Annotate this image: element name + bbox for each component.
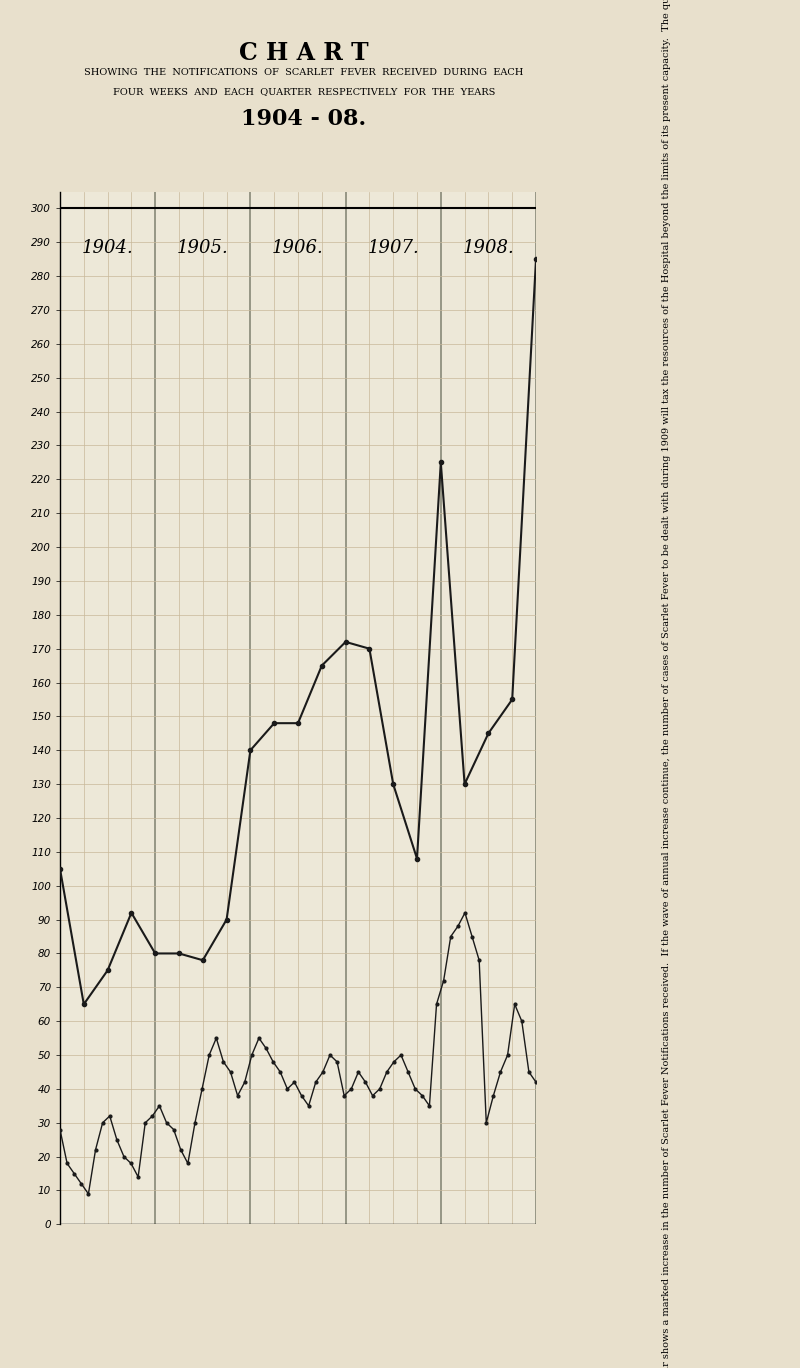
Text: FOUR  WEEKS  AND  EACH  QUARTER  RESPECTIVELY  FOR  THE  YEARS: FOUR WEEKS AND EACH QUARTER RESPECTIVELY… xyxy=(113,88,495,97)
Text: SHOWING  THE  NOTIFICATIONS  OF  SCARLET  FEVER  RECEIVED  DURING  EACH: SHOWING THE NOTIFICATIONS OF SCARLET FEV… xyxy=(84,68,524,78)
Text: 1904.: 1904. xyxy=(82,239,134,257)
Text: 1906.: 1906. xyxy=(272,239,324,257)
Text: C H A R T: C H A R T xyxy=(239,41,369,66)
Text: NOTE.—It will be observed from the accompanying diagram that the fourth quarter : NOTE.—It will be observed from the accom… xyxy=(662,0,671,1368)
Text: 1908.: 1908. xyxy=(462,239,514,257)
Text: 1904 - 08.: 1904 - 08. xyxy=(242,108,366,130)
Text: 1907.: 1907. xyxy=(367,239,419,257)
Text: 1905.: 1905. xyxy=(177,239,229,257)
